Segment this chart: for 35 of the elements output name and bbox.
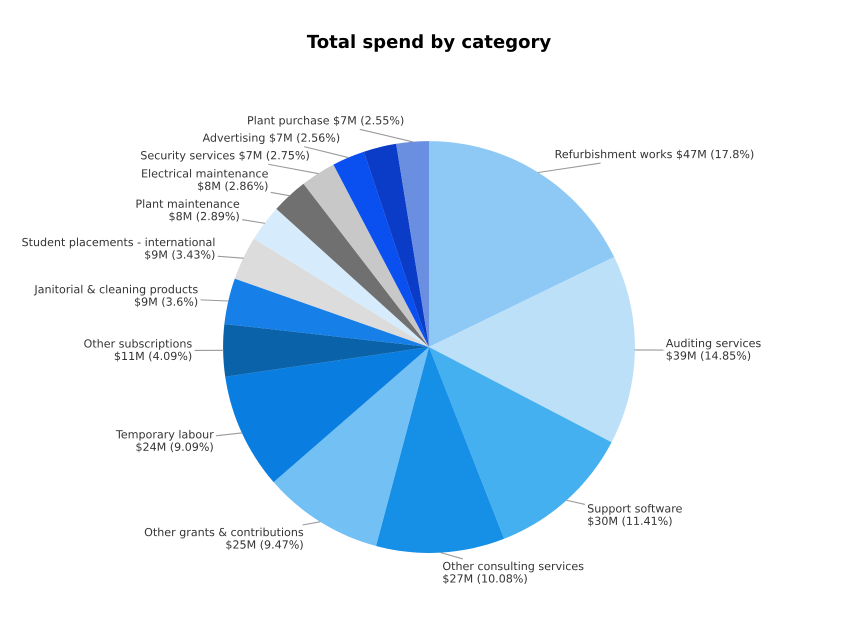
pie-slice xyxy=(376,347,504,553)
data-label: $9M (3.6%) xyxy=(134,297,198,308)
slice-label: Auditing services xyxy=(666,338,761,350)
slice-label: Other grants & contributions xyxy=(144,528,304,538)
slice-label: Student placements - international xyxy=(22,238,214,248)
pie-slice xyxy=(429,257,635,442)
slice-label: Support software xyxy=(588,504,682,515)
data-label: $30M (11.41%) xyxy=(588,516,672,527)
slice-label: Refurbishment works $47M (17.8%) xyxy=(556,150,754,160)
pie-slice xyxy=(333,152,429,348)
data-label: $27M (10.08%) xyxy=(443,574,527,584)
pie-slice xyxy=(223,324,429,377)
pie-slice xyxy=(254,208,429,348)
pie-slice xyxy=(364,144,429,348)
slice-label: Advertising $7M (2.56%) xyxy=(202,133,340,144)
slice-label: Other subscriptions xyxy=(84,339,192,350)
data-label: $8M (2.86%) xyxy=(198,181,268,192)
slice-label: Electrical maintenance xyxy=(142,168,268,178)
data-label: $25M (9.47%) xyxy=(226,540,303,550)
data-label: $39M (14.85%) xyxy=(666,351,750,362)
slice-label: Temporary labour xyxy=(116,430,214,441)
pie-slice xyxy=(234,238,429,348)
chart-title: Total spend by category xyxy=(306,34,551,52)
pie-slice xyxy=(276,184,429,348)
slice-label: Other consulting services xyxy=(443,562,584,572)
data-label: $24M (9.09%) xyxy=(136,442,213,452)
slice-label: Plant maintenance xyxy=(136,199,240,208)
data-label: $8M (2.89%) xyxy=(169,212,239,222)
pie-slice xyxy=(304,164,429,348)
slice-label: Security services $7M (2.75%) xyxy=(141,150,309,162)
pie-slice xyxy=(396,141,429,348)
data-label: $11M (4.09%) xyxy=(114,352,192,362)
data-label: $9M (3.43%) xyxy=(145,250,214,260)
slice-label: Janitorial & cleaning products xyxy=(34,284,198,296)
slice-label: Plant purchase $7M (2.55%) xyxy=(248,116,404,127)
